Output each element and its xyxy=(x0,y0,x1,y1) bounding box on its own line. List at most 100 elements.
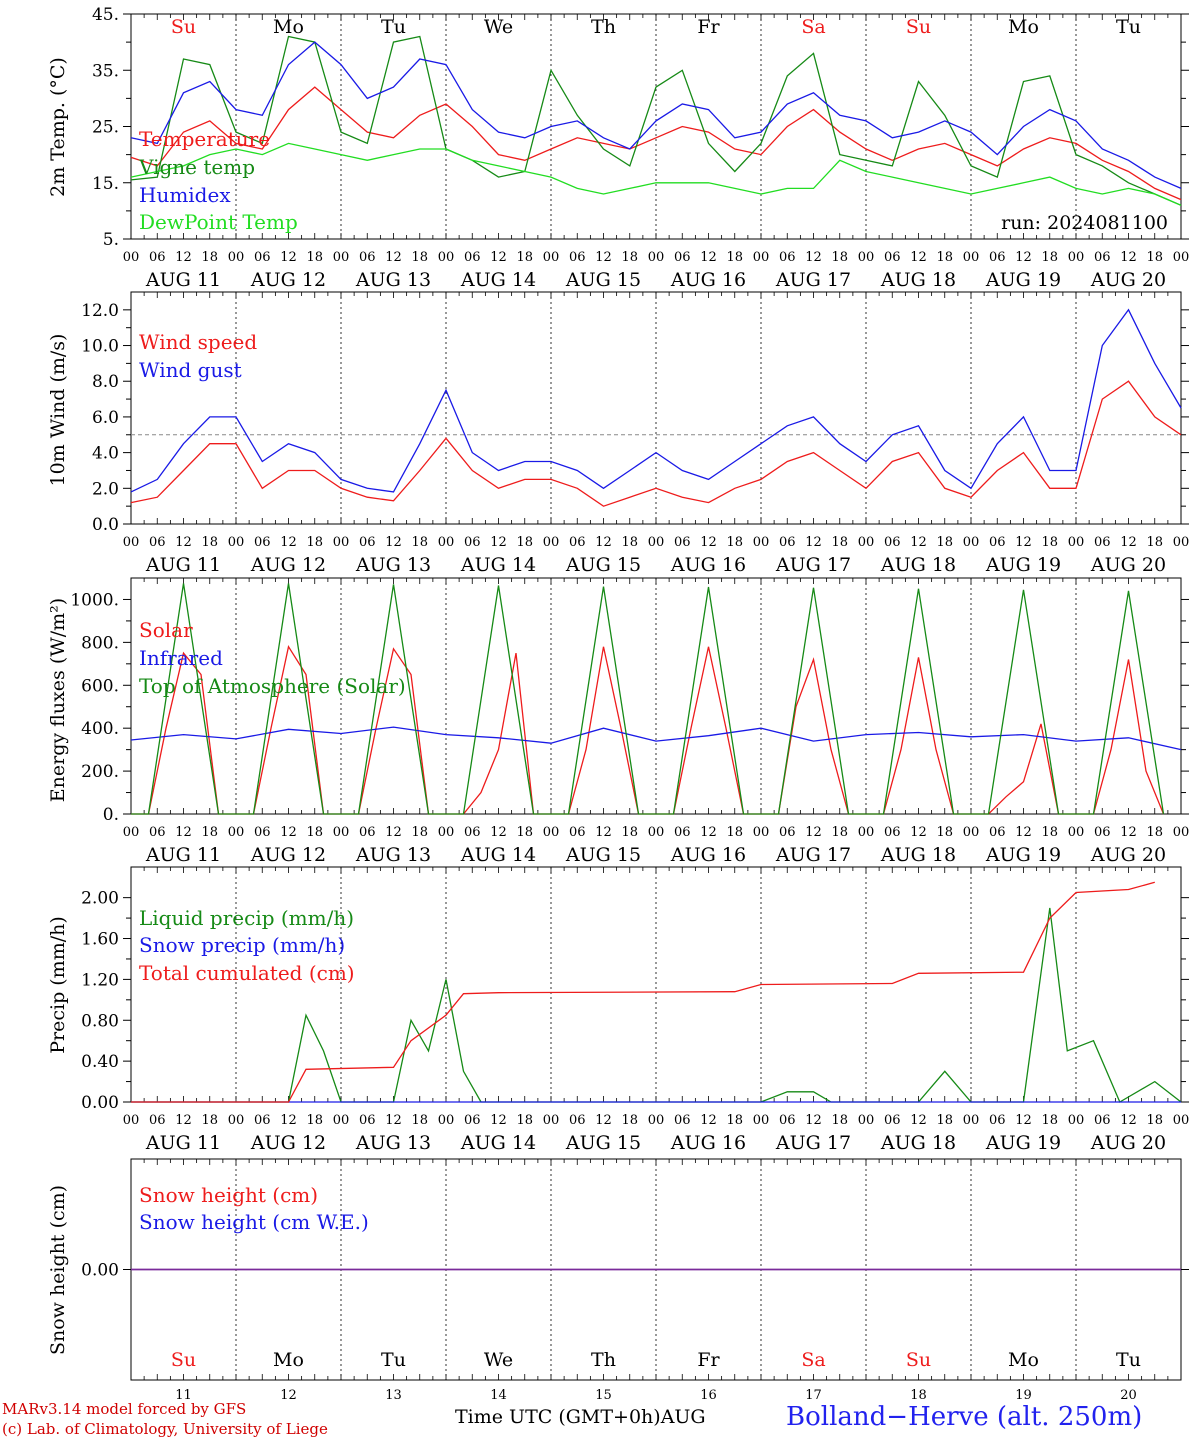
hour-tick-label: 12 xyxy=(175,1113,192,1128)
y-tick-label: 15. xyxy=(92,174,119,194)
hour-tick-label: 00 xyxy=(648,535,665,550)
hour-tick-label: 00 xyxy=(333,535,350,550)
day-of-week-label: Mo xyxy=(273,16,304,38)
hour-tick-label: 06 xyxy=(149,825,166,840)
y-axis-title: Precip (mm/h) xyxy=(47,916,69,1054)
day-number-label: 15 xyxy=(595,1388,612,1403)
hour-tick-label: 06 xyxy=(884,250,901,265)
hour-tick-label: 18 xyxy=(306,1113,323,1128)
legend-entry: Snow height (cm) xyxy=(139,1183,318,1207)
hour-tick-label: 12 xyxy=(805,1113,822,1128)
day-number-label: 19 xyxy=(1015,1388,1032,1403)
hour-tick-label: 18 xyxy=(201,535,218,550)
day-date-label: AUG 14 xyxy=(460,844,536,866)
hour-tick-label: 12 xyxy=(700,535,717,550)
hour-tick-label: 12 xyxy=(910,535,927,550)
day-date-label: AUG 20 xyxy=(1090,844,1166,866)
y-axis-title: Energy fluxes (W/m²) xyxy=(47,598,69,802)
hour-tick-label: 18 xyxy=(516,1113,533,1128)
hour-tick-label: 12 xyxy=(1015,1113,1032,1128)
day-date-label: AUG 14 xyxy=(460,554,536,576)
day-number-label: 18 xyxy=(910,1388,927,1403)
y-tick-label: 4.0 xyxy=(92,444,119,464)
hour-tick-label: 18 xyxy=(411,250,428,265)
legend-entry: Temperature xyxy=(139,127,270,151)
y-tick-label: 45. xyxy=(92,5,119,25)
y-tick-label: 10.0 xyxy=(81,337,119,357)
hour-tick-label: 06 xyxy=(569,825,586,840)
y-tick-label: 2.0 xyxy=(92,479,119,499)
y-tick-label: 0.80 xyxy=(81,1011,119,1031)
legend-entry: Solar xyxy=(139,618,193,642)
hour-tick-label: 12 xyxy=(805,825,822,840)
x-tick-marks xyxy=(130,578,1182,814)
hour-tick-label: 18 xyxy=(516,825,533,840)
day-date-label: AUG 15 xyxy=(565,1132,641,1154)
hour-tick-label: 06 xyxy=(569,250,586,265)
day-number-label: 13 xyxy=(385,1388,402,1403)
y-tick-label: 1000. xyxy=(70,590,119,610)
hour-tick-label: 06 xyxy=(1094,535,1111,550)
hour-tick-label: 06 xyxy=(989,825,1006,840)
hour-tick-label: 12 xyxy=(1120,1113,1137,1128)
hour-tick-label: 18 xyxy=(201,825,218,840)
hour-tick-label: 18 xyxy=(411,1113,428,1128)
x-tick-marks xyxy=(130,1159,1182,1380)
hour-tick-label: 00 xyxy=(438,535,455,550)
hour-tick-label: 18 xyxy=(726,535,743,550)
hour-tick-label: 12 xyxy=(1120,825,1137,840)
hour-tick-label: 00 xyxy=(438,250,455,265)
series-line xyxy=(130,308,1182,493)
day-of-week-label: Mo xyxy=(1008,1349,1039,1371)
hour-tick-label: 12 xyxy=(280,250,297,265)
run-label: run: 2024081100 xyxy=(1001,212,1168,234)
hour-tick-label: 06 xyxy=(359,250,376,265)
hour-tick-label: 00 xyxy=(438,825,455,840)
hour-tick-label: 18 xyxy=(516,250,533,265)
hour-tick-label: 12 xyxy=(175,535,192,550)
hour-tick-label: 00 xyxy=(228,250,245,265)
day-date-label: AUG 19 xyxy=(985,1132,1061,1154)
hour-tick-label: 00 xyxy=(753,1113,770,1128)
hour-tick-label: 12 xyxy=(700,250,717,265)
day-date-label: AUG 18 xyxy=(880,1132,956,1154)
day-date-label: AUG 17 xyxy=(775,554,851,576)
y-tick-label: 1.60 xyxy=(81,930,119,950)
y-tick-label: 200. xyxy=(81,762,119,782)
day-date-label: AUG 16 xyxy=(670,269,746,291)
hour-tick-label: 00 xyxy=(438,1113,455,1128)
hour-tick-label: 18 xyxy=(726,825,743,840)
hour-tick-label: 12 xyxy=(700,825,717,840)
series-line xyxy=(130,41,1182,189)
hour-tick-label: 18 xyxy=(831,825,848,840)
hour-tick-label: 00 xyxy=(963,250,980,265)
hour-tick-label: 12 xyxy=(700,1113,717,1128)
hour-tick-label: 18 xyxy=(831,1113,848,1128)
y-tick-label: 5. xyxy=(103,230,119,250)
hour-tick-label: 00 xyxy=(1068,1113,1085,1128)
day-of-week-label: Fr xyxy=(697,1349,720,1371)
hour-tick-label: 06 xyxy=(779,535,796,550)
hour-tick-label: 18 xyxy=(1041,825,1058,840)
hour-tick-label: 00 xyxy=(963,1113,980,1128)
day-number-label: 20 xyxy=(1120,1388,1137,1403)
hour-tick-label: 12 xyxy=(385,825,402,840)
day-of-week-label: Th xyxy=(591,16,616,38)
hour-tick-label: 12 xyxy=(490,250,507,265)
hour-tick-label: 18 xyxy=(936,535,953,550)
hour-tick-label: 00 xyxy=(543,250,560,265)
day-date-label: AUG 12 xyxy=(250,844,326,866)
day-date-label: AUG 13 xyxy=(355,269,431,291)
x-axis-label: Time UTC (GMT+0h)AUG xyxy=(455,1406,706,1428)
hour-tick-label: 18 xyxy=(1146,825,1163,840)
day-of-week-label: Sa xyxy=(801,1349,825,1371)
hour-tick-label: 06 xyxy=(779,250,796,265)
hour-tick-label: 18 xyxy=(411,535,428,550)
y-tick-label: 12.0 xyxy=(81,301,119,321)
hour-tick-label: 18 xyxy=(201,1113,218,1128)
lab-credit: (c) Lab. of Climatology, University of L… xyxy=(2,1420,328,1438)
y-tick-label: 0.0 xyxy=(92,515,119,535)
hour-tick-label: 18 xyxy=(831,535,848,550)
day-date-label: AUG 13 xyxy=(355,554,431,576)
day-number-label: 12 xyxy=(280,1388,297,1403)
